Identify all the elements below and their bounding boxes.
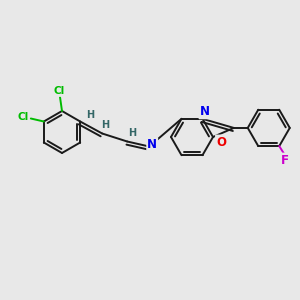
Text: O: O	[216, 136, 226, 148]
Text: Cl: Cl	[53, 86, 64, 96]
Text: H: H	[86, 110, 94, 121]
Text: H: H	[128, 128, 136, 137]
Text: N: N	[200, 105, 209, 118]
Text: F: F	[281, 154, 289, 166]
Text: H: H	[101, 119, 109, 130]
Text: N: N	[147, 138, 157, 151]
Text: Cl: Cl	[17, 112, 28, 122]
